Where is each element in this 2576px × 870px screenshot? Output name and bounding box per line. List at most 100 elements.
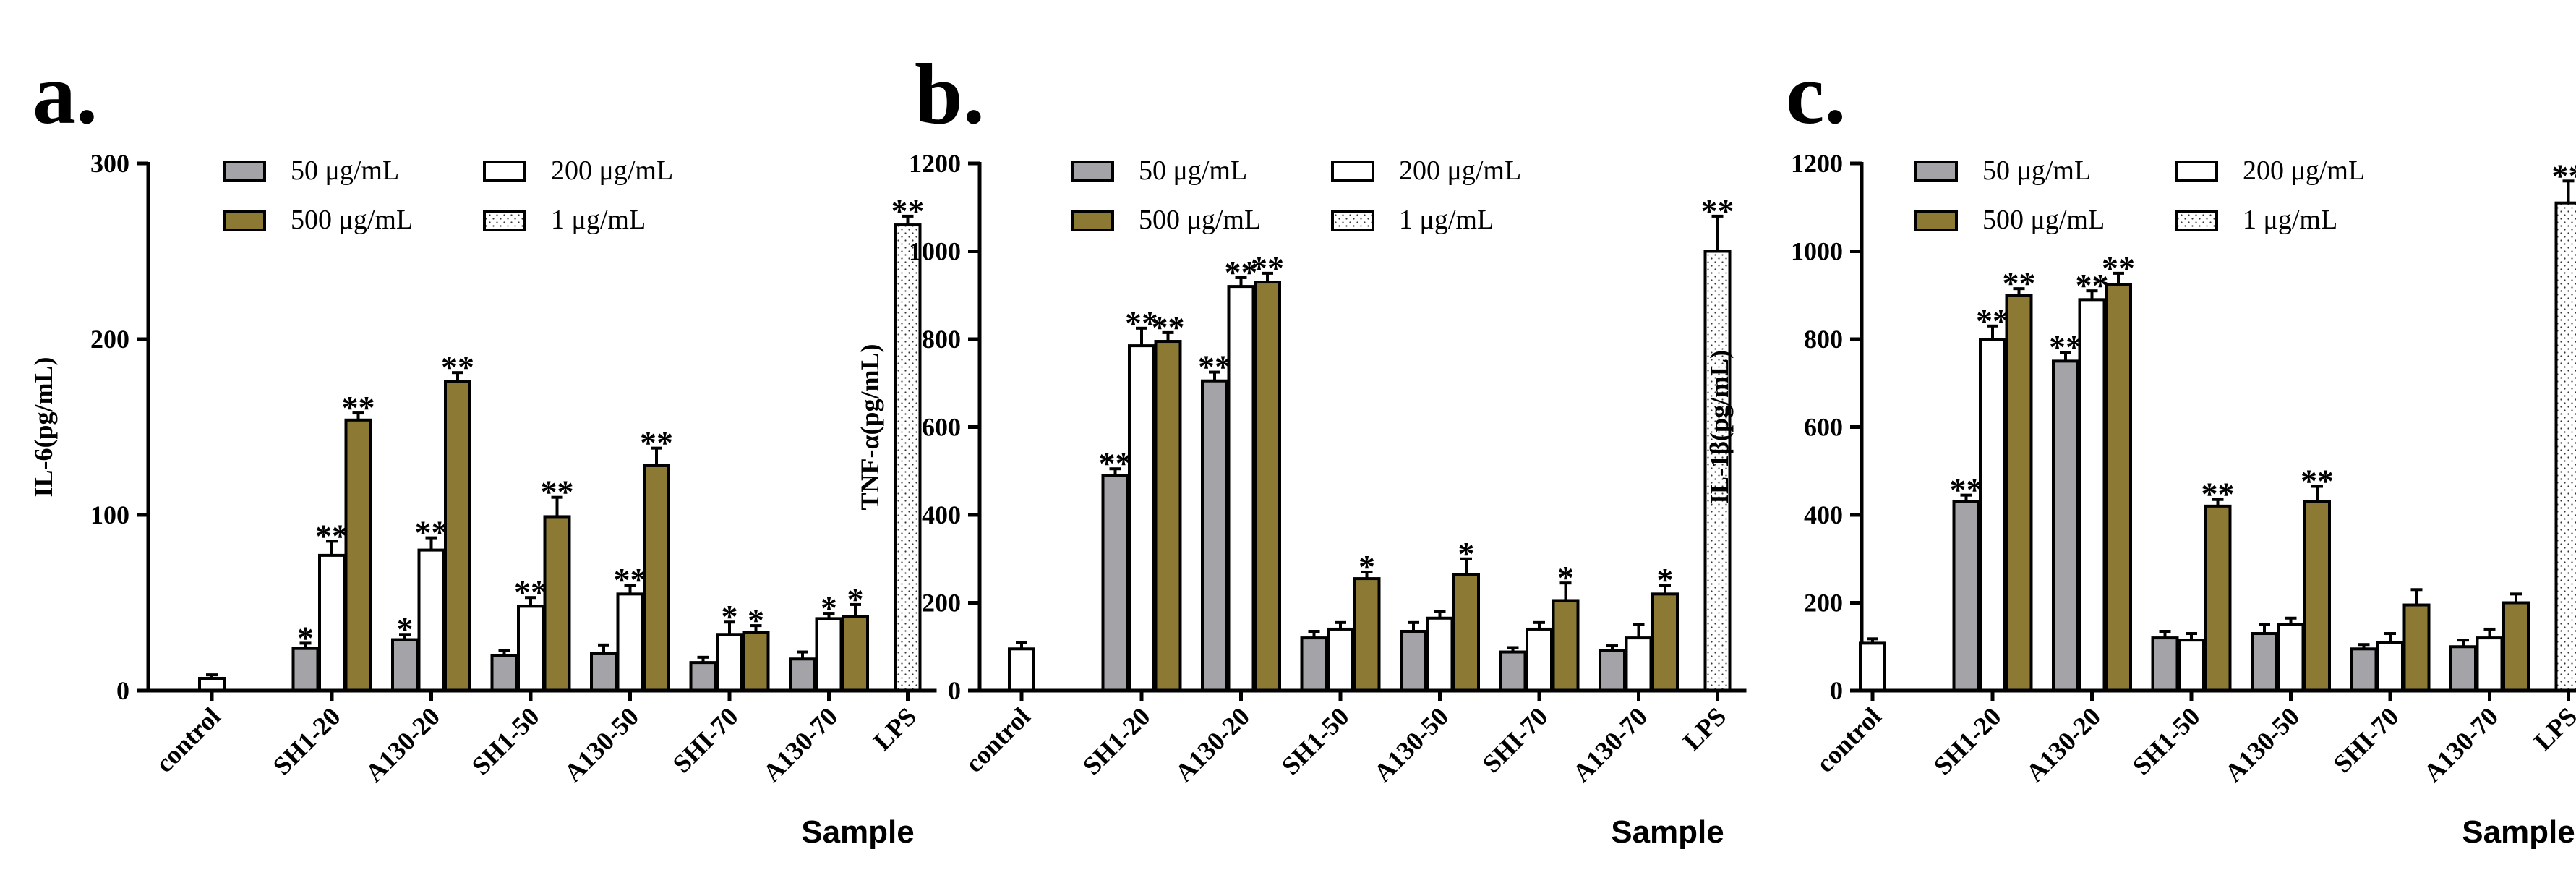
x-tick-label: A130-20 bbox=[359, 701, 445, 788]
x-tick-label: LPS bbox=[868, 701, 922, 756]
bar-c50 bbox=[1101, 474, 1129, 692]
bar-c500 bbox=[344, 418, 372, 693]
y-tick-label: 200 bbox=[922, 589, 961, 618]
panel-label: b. bbox=[915, 46, 985, 142]
legend-swatch-c200 bbox=[2175, 161, 2218, 182]
bar-c500 bbox=[543, 515, 571, 692]
legend-label: 1 μg/mL bbox=[2243, 205, 2337, 235]
significance-mark: ** bbox=[2201, 476, 2235, 513]
bar-c50 bbox=[2251, 632, 2278, 693]
bar-c200 bbox=[716, 633, 743, 692]
significance-mark: * bbox=[722, 598, 738, 635]
y-tick-label: 200 bbox=[90, 325, 129, 354]
significance-mark: ** bbox=[342, 389, 375, 426]
x-tick-label: A130-20 bbox=[1169, 701, 1255, 788]
bar-c50 bbox=[1400, 629, 1427, 692]
bar-c500 bbox=[2204, 504, 2232, 692]
x-tick-label: SHI-70 bbox=[667, 701, 744, 778]
bar-c50 bbox=[490, 654, 518, 693]
y-tick-label: 800 bbox=[1804, 325, 1843, 354]
bar-c50 bbox=[2052, 359, 2079, 692]
legend-swatch-c50 bbox=[1914, 161, 1958, 182]
y-axis-label: TNF-α(pg/mL) bbox=[855, 344, 884, 510]
significance-mark: ** bbox=[441, 349, 474, 385]
legend-swatch-lps bbox=[2175, 210, 2218, 231]
significance-mark: * bbox=[748, 602, 764, 639]
legend-label: 500 μg/mL bbox=[1139, 205, 1261, 235]
x-tick-label: A130-20 bbox=[2020, 701, 2106, 788]
bar-c200 bbox=[1227, 285, 1255, 693]
x-tick-label: A130-70 bbox=[1567, 701, 1653, 788]
significance-mark: * bbox=[1557, 559, 1574, 596]
bar-c200 bbox=[2376, 641, 2404, 692]
bar-c200 bbox=[198, 676, 226, 692]
significance-mark: ** bbox=[1976, 302, 2009, 339]
legend-swatch-c500 bbox=[1914, 210, 1958, 231]
bar-c500 bbox=[1452, 573, 1480, 693]
significance-mark: ** bbox=[315, 517, 348, 554]
significance-mark: ** bbox=[614, 561, 647, 598]
bar-c500 bbox=[2402, 603, 2431, 692]
bar-c200 bbox=[815, 617, 843, 692]
bar-c50 bbox=[689, 661, 717, 692]
legend-swatch-c50 bbox=[223, 161, 266, 182]
x-axis-title: Sample bbox=[2462, 814, 2575, 850]
y-tick-label: 0 bbox=[948, 676, 961, 705]
y-tick-label: 1000 bbox=[1791, 237, 1843, 266]
y-tick-label: 0 bbox=[116, 676, 129, 705]
bar-lps bbox=[2554, 201, 2576, 692]
x-tick-label: A130-50 bbox=[558, 701, 644, 788]
x-tick-label: SH1-20 bbox=[1928, 701, 2007, 780]
legend-swatch-c50 bbox=[1071, 161, 1114, 182]
x-tick-label: LPS bbox=[2528, 701, 2576, 756]
bar-c200 bbox=[1979, 338, 2006, 692]
legend-swatch-lps bbox=[1331, 210, 1374, 231]
significance-mark: ** bbox=[640, 425, 673, 461]
legend-label: 200 μg/mL bbox=[551, 155, 673, 186]
y-tick-label: 300 bbox=[90, 149, 129, 178]
significance-mark: ** bbox=[1152, 309, 1185, 346]
significance-mark: ** bbox=[2003, 265, 2036, 302]
panel-label: c. bbox=[1786, 46, 1846, 142]
significance-mark: ** bbox=[1225, 254, 1258, 291]
y-tick-label: 400 bbox=[922, 500, 961, 529]
significance-mark: ** bbox=[2102, 250, 2135, 286]
significance-mark: * bbox=[397, 610, 414, 647]
x-tick-label: A130-50 bbox=[1368, 701, 1454, 788]
y-axis-label: IL-1β(pg/mL) bbox=[1705, 350, 1734, 504]
bar-c200 bbox=[1625, 636, 1653, 692]
significance-mark: ** bbox=[1125, 304, 1158, 341]
bar-c200 bbox=[2277, 623, 2305, 692]
bar-c50 bbox=[2350, 647, 2378, 692]
significance-mark: * bbox=[1358, 548, 1375, 585]
significance-mark: ** bbox=[1950, 472, 1983, 508]
significance-mark: ** bbox=[541, 474, 574, 511]
significance-mark: * bbox=[1458, 535, 1475, 572]
bar-c200 bbox=[616, 592, 644, 692]
bar-c500 bbox=[1651, 592, 1679, 692]
y-tick-label: 800 bbox=[922, 325, 961, 354]
significance-mark: * bbox=[297, 619, 314, 656]
significance-mark: * bbox=[847, 581, 864, 618]
x-tick-label: SH1-20 bbox=[268, 701, 346, 780]
bar-c500 bbox=[2303, 500, 2331, 693]
bar-c50 bbox=[1499, 650, 1527, 692]
bar-c200 bbox=[1426, 616, 1454, 693]
significance-mark: ** bbox=[2076, 267, 2109, 304]
y-axis-label: IL-6(pg/mL) bbox=[29, 357, 58, 497]
x-axis-title: Sample bbox=[1611, 814, 1724, 850]
bar-c500 bbox=[842, 615, 869, 692]
bar-c200 bbox=[517, 605, 544, 692]
legend-label: 200 μg/mL bbox=[1399, 155, 1521, 186]
bar-c200 bbox=[2476, 636, 2504, 692]
bar-c50 bbox=[1599, 649, 1626, 692]
bar-c500 bbox=[2502, 601, 2530, 692]
panel-label: a. bbox=[33, 46, 98, 142]
bar-c500 bbox=[1552, 599, 1580, 693]
significance-mark: ** bbox=[1198, 349, 1231, 385]
x-tick-label: SH1-50 bbox=[2127, 701, 2206, 780]
x-tick-label: SH1-20 bbox=[1077, 701, 1156, 780]
bar-c500 bbox=[444, 380, 471, 692]
